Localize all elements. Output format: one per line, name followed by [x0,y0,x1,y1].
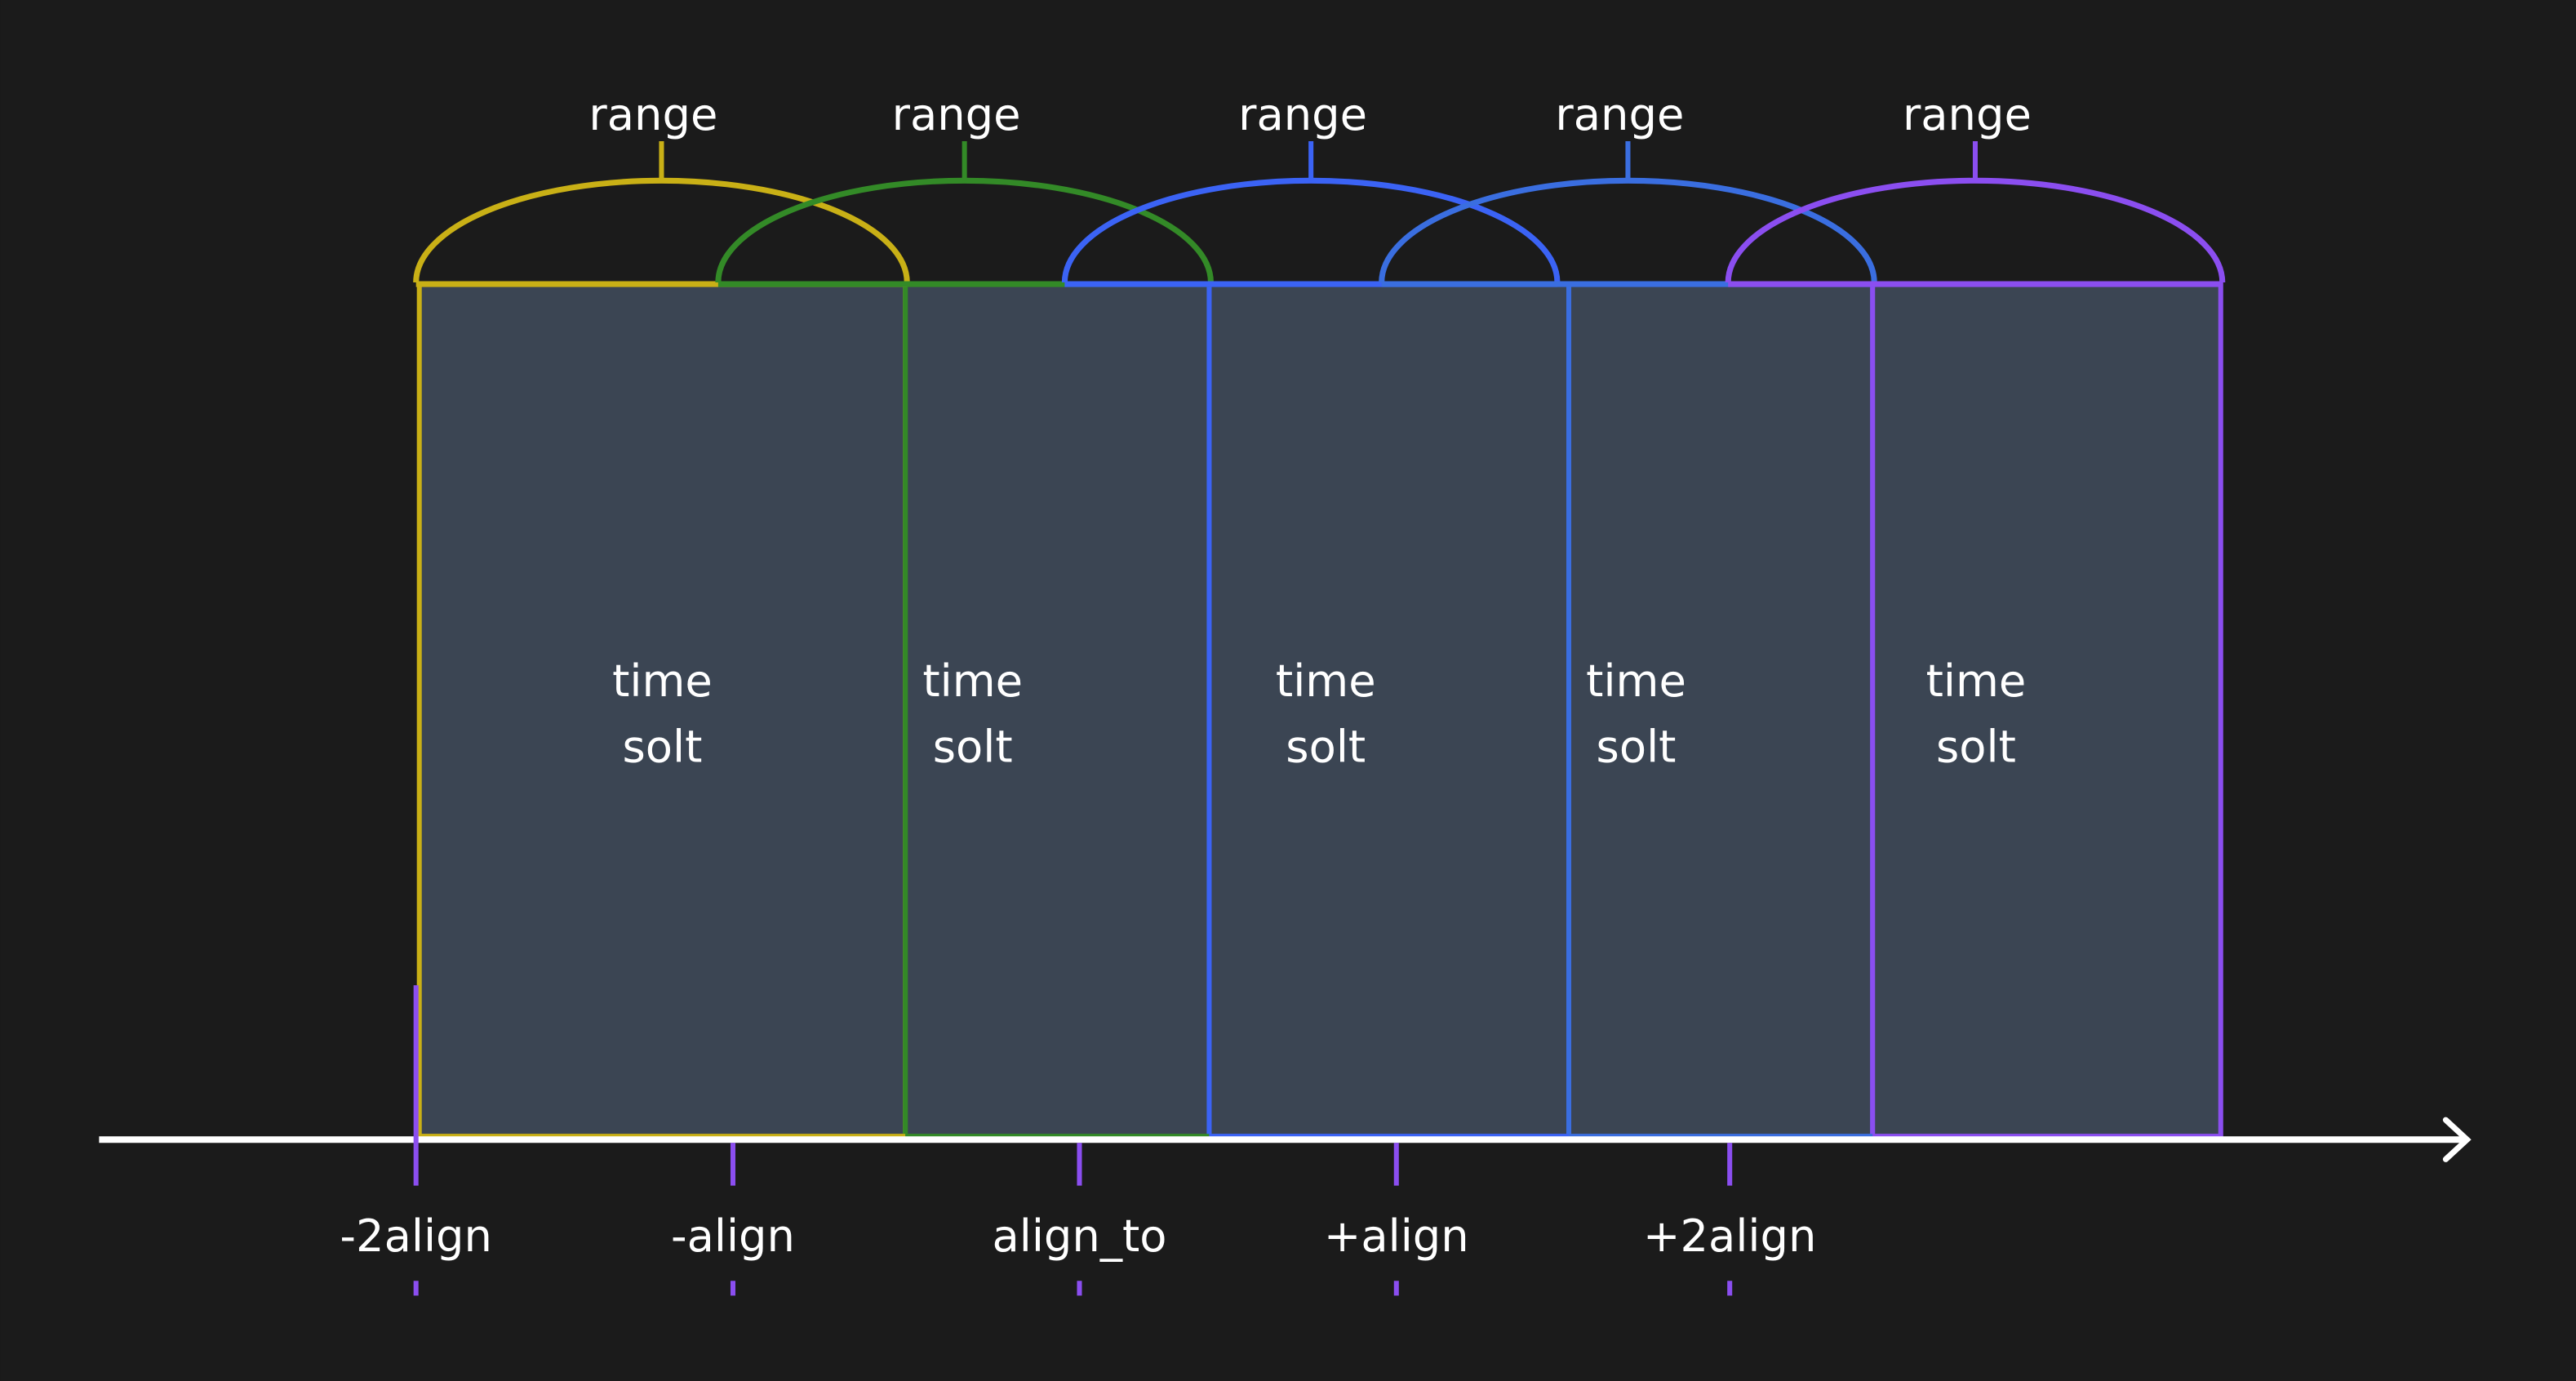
axis-tick: +align [1324,1143,1469,1296]
time-slot-box [1566,282,1876,1139]
range-label: range [1555,89,1684,140]
axis-tick: +2align [1643,1143,1816,1296]
range-label: range [1903,89,2032,140]
range-label: range [588,89,717,140]
time-slot-label-line2: solt [623,722,703,773]
time-slot-box [416,282,908,1139]
tick-label: align_to [992,1210,1166,1262]
tick-label: -2align [340,1210,492,1262]
time-slot-label-line1: time [1926,655,2027,707]
time-slot-label-line1: time [1586,655,1686,707]
time-slot: time solt [1870,282,2223,1139]
time-slot-box [1206,282,1572,1139]
time-slot-label-line2: solt [933,722,1013,773]
time-slot-label-line1: time [922,655,1023,707]
time-slot-box [903,282,1212,1139]
tick-label: +align [1324,1210,1469,1262]
range-bracket: range [1379,89,1877,287]
axis-tick: -2align [340,985,492,1296]
time-slot: time solt [416,282,908,1139]
tick-label: -align [671,1210,795,1262]
time-slot: time solt [903,282,1212,1139]
time-slot-box [1870,282,2223,1139]
time-slot: time solt [1566,282,1876,1139]
range-label: range [892,89,1021,140]
time-slot-label-line2: solt [1936,722,2016,773]
time-axis [99,1117,2472,1162]
time-slot: time solt [1206,282,1572,1139]
time-slot-label-line1: time [612,655,713,707]
time-slot-label-line2: solt [1597,722,1677,773]
axis-tick: -align [671,1143,795,1296]
time-slot-label-line2: solt [1286,722,1366,773]
tick-label: +2align [1643,1210,1816,1262]
range-label: range [1238,89,1367,140]
time-slot-label-line1: time [1276,655,1376,707]
arrow-head-icon [2442,1117,2472,1162]
axis-tick: align_to [992,1143,1167,1296]
range-bracket: range [1725,89,2226,287]
